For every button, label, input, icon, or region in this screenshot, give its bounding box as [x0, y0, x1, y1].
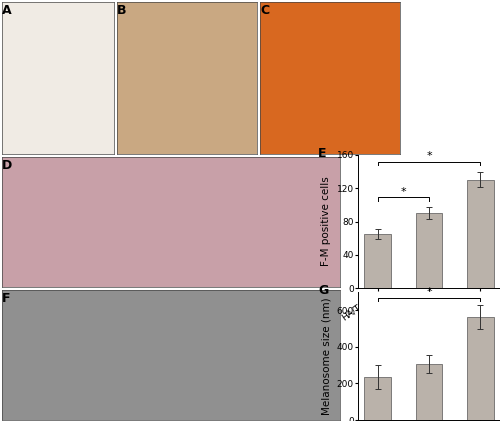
- Text: D: D: [2, 159, 12, 172]
- Bar: [416, 213, 442, 288]
- Text: *: *: [426, 287, 432, 297]
- Text: F: F: [2, 292, 10, 305]
- Text: C: C: [260, 4, 269, 17]
- Bar: [416, 364, 442, 420]
- Text: *: *: [400, 187, 406, 197]
- Text: G: G: [318, 284, 328, 297]
- Text: A: A: [2, 4, 12, 17]
- Bar: [364, 234, 391, 288]
- Y-axis label: F-M positive cells: F-M positive cells: [321, 177, 331, 266]
- Text: B: B: [117, 4, 126, 17]
- Bar: [467, 180, 493, 288]
- Bar: [364, 377, 391, 420]
- Y-axis label: Melanosome size (nm): Melanosome size (nm): [321, 297, 331, 415]
- Bar: [467, 317, 493, 420]
- Text: *: *: [426, 151, 432, 161]
- Text: E: E: [318, 147, 326, 160]
